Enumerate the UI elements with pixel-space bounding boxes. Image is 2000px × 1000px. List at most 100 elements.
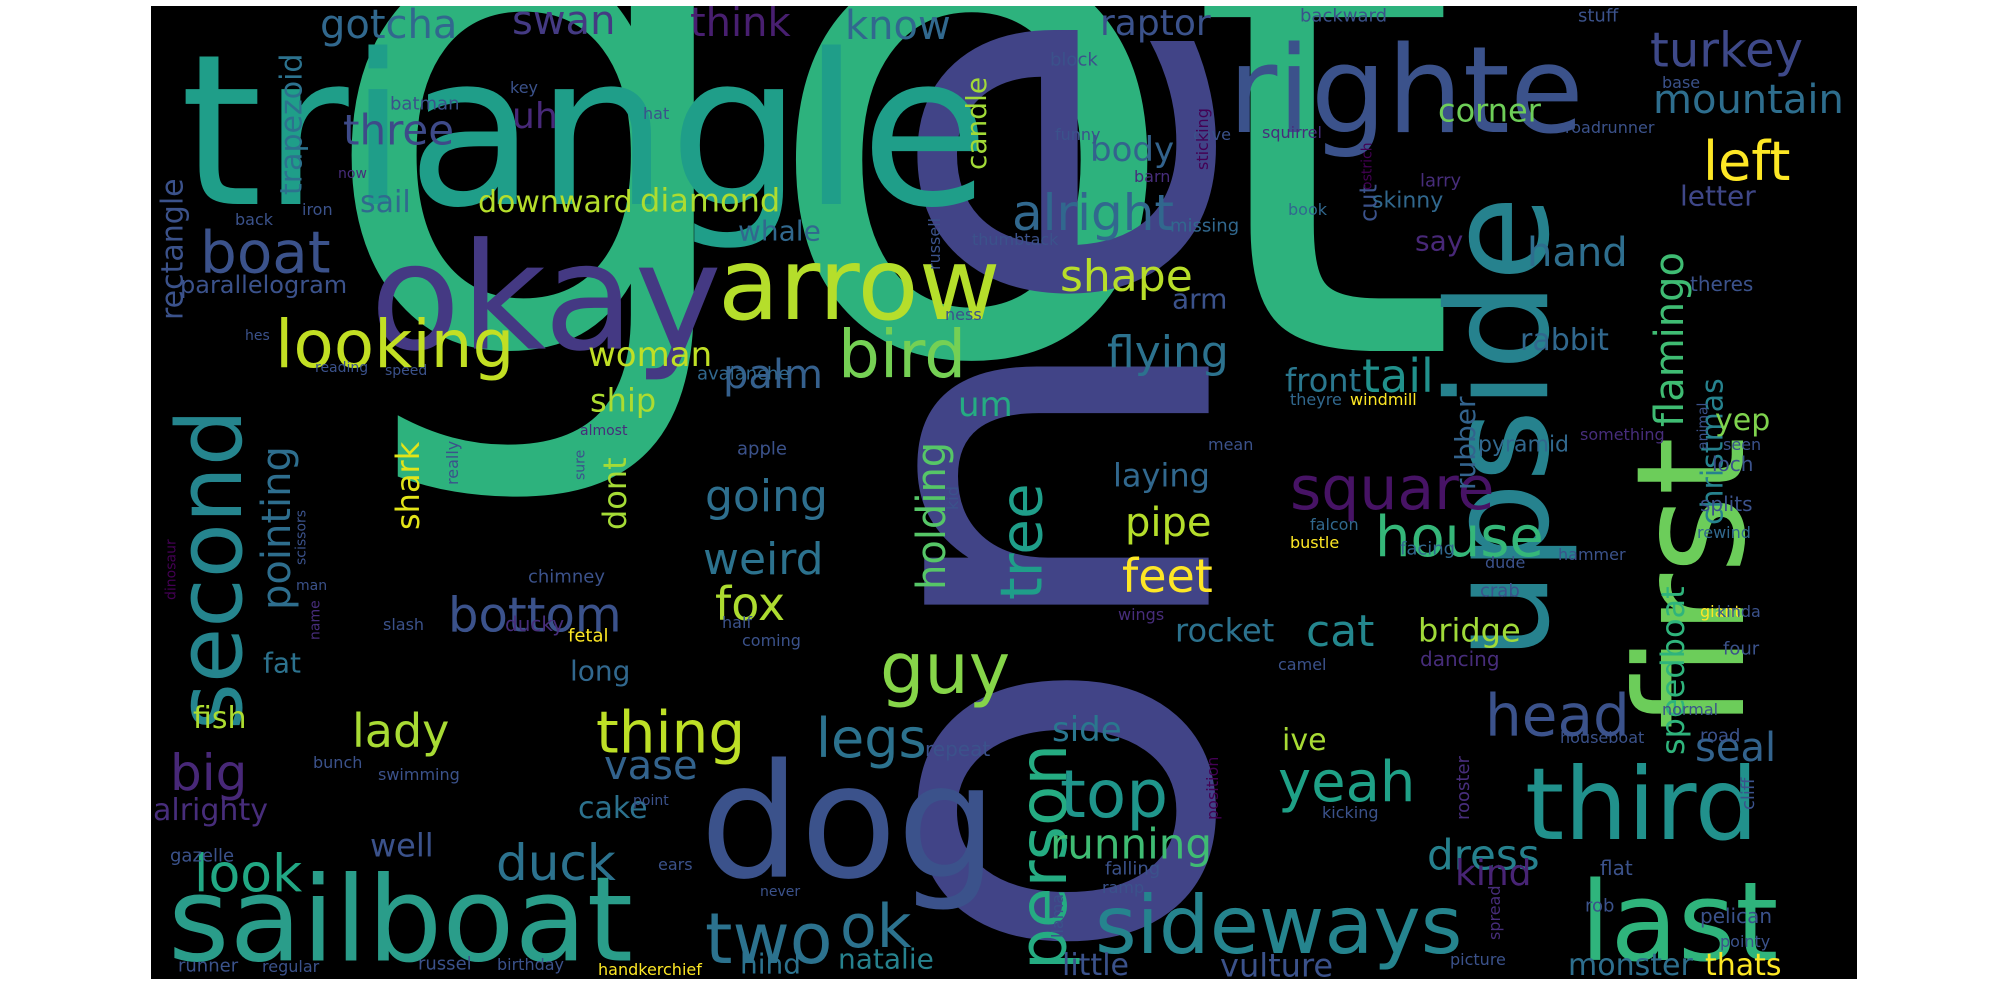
cloud-word: cake <box>578 791 648 826</box>
cloud-word: fetal <box>568 625 609 647</box>
cloud-word: rocket <box>1175 611 1275 650</box>
cloud-word: book <box>1288 200 1327 220</box>
cloud-word: apple <box>737 438 787 460</box>
cloud-word: spread <box>1484 885 1504 940</box>
cloud-word: batman <box>390 93 460 115</box>
cloud-word: thing <box>596 698 746 767</box>
cloud-word: bridge <box>1418 611 1521 650</box>
cloud-word: cliff <box>1738 777 1760 810</box>
cloud-word: flamingo <box>1647 252 1694 427</box>
cloud-word: hand <box>1527 230 1628 276</box>
cloud-word: mean <box>1208 435 1254 455</box>
cloud-word: pointing <box>254 446 301 610</box>
cloud-word: lady <box>352 704 450 759</box>
cloud-word: side <box>1052 709 1122 750</box>
cloud-word: llama <box>1047 893 1067 938</box>
cloud-word: rubber <box>1449 396 1483 490</box>
cloud-word: kind <box>1455 853 1532 895</box>
cloud-word: pipe <box>1125 500 1212 546</box>
cloud-word: seen <box>1723 435 1762 455</box>
cloud-word: russell <box>924 217 944 270</box>
cloud-word: roadrunner <box>1565 118 1655 138</box>
cloud-word: tree <box>987 483 1056 600</box>
cloud-word: seal <box>1695 725 1777 771</box>
cloud-word: little <box>1062 948 1129 980</box>
cloud-word: corner <box>1438 91 1541 130</box>
cloud-word: dont <box>595 457 634 530</box>
cloud-word: holding <box>909 441 956 590</box>
cloud-word: monster <box>1568 948 1693 980</box>
cloud-word: second <box>158 409 264 730</box>
cloud-word: vase <box>604 743 698 789</box>
cloud-word: rob <box>1585 895 1615 917</box>
cloud-word: arrow <box>718 226 1001 343</box>
cloud-word: fish <box>193 701 247 736</box>
cloud-word: guy <box>880 628 1011 710</box>
cloud-word: raptor <box>1100 6 1211 45</box>
cloud-word: square <box>1290 454 1495 524</box>
cloud-word: bunch <box>313 753 363 773</box>
cloud-word: tail <box>1362 349 1434 404</box>
cloud-word: speed <box>385 362 428 379</box>
cloud-word: legs <box>816 706 927 770</box>
cloud-word: uh <box>512 96 558 138</box>
cloud-word: palm <box>723 352 823 398</box>
cloud-word: last <box>1580 858 1779 979</box>
cloud-word: triangle <box>180 9 990 254</box>
cloud-word: hind <box>740 947 802 979</box>
cloud-word: mountain <box>1653 77 1844 123</box>
cloud-word: thumbtack <box>972 230 1059 250</box>
cloud-word: running <box>1050 819 1213 869</box>
cloud-word: sideways <box>1095 879 1463 972</box>
cloud-word: shape <box>1060 250 1193 302</box>
cloud-word: letter <box>1680 179 1756 213</box>
cloud-word: chimney <box>528 566 605 588</box>
cloud-word: alrighty <box>153 793 268 828</box>
cloud-word: woman <box>588 334 713 375</box>
cloud-word: funny <box>1055 125 1101 145</box>
cloud-word: dog <box>700 730 998 915</box>
cloud-word: splits <box>1700 492 1753 516</box>
cloud-word: dancing <box>1420 647 1500 671</box>
cloud-word: falling <box>1105 858 1161 880</box>
cloud-word: boat <box>200 218 331 287</box>
cloud-word: ramp <box>1102 878 1145 898</box>
cloud-word: coming <box>742 631 801 651</box>
cloud-word: name <box>307 600 324 640</box>
cloud-word: first <box>1605 436 1779 730</box>
cloud-word: got <box>313 6 1461 517</box>
cloud-word: dress <box>1427 830 1540 880</box>
cloud-word: thats <box>1705 948 1782 980</box>
cloud-word: kicking <box>1322 803 1379 823</box>
cloud-word: sailboat <box>168 850 634 979</box>
cloud-word: swimming <box>378 765 460 785</box>
cloud-word: bird <box>838 316 967 394</box>
cloud-word: big <box>170 744 248 802</box>
cloud-word: base <box>1662 73 1701 93</box>
cloud-word: missing <box>1170 215 1240 237</box>
cloud-word: pyramid <box>1478 432 1570 458</box>
cloud-word: laying <box>1113 456 1210 495</box>
cloud-word: picture <box>1450 950 1506 970</box>
cloud-word: rewind <box>1697 523 1751 543</box>
cloud-word: point <box>633 792 669 809</box>
cloud-word: alright <box>1012 184 1175 242</box>
cloud-word: duck <box>496 834 616 892</box>
cloud-word: two <box>705 898 833 979</box>
cloud-word: backward <box>1300 6 1388 27</box>
cloud-word: avalanche <box>697 363 790 385</box>
cloud-word: bottom <box>448 587 622 644</box>
cloud-word: theyre <box>1290 390 1342 410</box>
cloud-word: regular <box>262 957 320 977</box>
cloud-word: shark <box>388 441 427 530</box>
cloud-word: front <box>1285 361 1362 400</box>
cloud-word: runner <box>178 955 239 977</box>
cloud-word: man <box>296 577 328 594</box>
cloud-word: dude <box>1485 553 1526 573</box>
cloud-word: hat <box>643 104 670 124</box>
cloud-word: giant <box>1700 602 1741 622</box>
cloud-word: rooster <box>1453 756 1475 820</box>
cloud-word: ducky <box>505 612 565 636</box>
cloud-word: falcon <box>1310 515 1359 535</box>
cloud-word: left <box>1703 129 1791 193</box>
